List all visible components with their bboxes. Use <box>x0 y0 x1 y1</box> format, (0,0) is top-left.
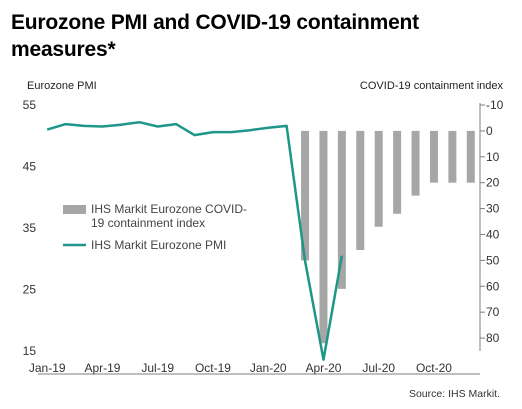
right-axis-tick-label: 20 <box>486 176 500 190</box>
right-axis-tick-label: 0 <box>486 124 493 138</box>
left-axis-tick-label: 35 <box>23 221 37 235</box>
containment-bar <box>429 130 438 183</box>
right-axis-tick-label: 70 <box>486 305 500 319</box>
x-axis-tick-label: Apr-19 <box>84 361 120 375</box>
right-axis-tick-label: 60 <box>486 279 500 293</box>
left-axis-tick-label: 55 <box>23 98 37 112</box>
containment-bar <box>374 130 383 227</box>
left-axis-tick-label: 15 <box>23 344 37 358</box>
containment-bar <box>411 130 420 196</box>
containment-bar <box>393 130 402 214</box>
right-axis-title: COVID-19 containment index <box>359 80 503 92</box>
legend-label-containment: 19 containment index <box>91 216 205 230</box>
x-axis-tick-label: Jul-19 <box>141 361 174 375</box>
chart-title: Eurozone PMI and COVID-19 containment me… <box>11 11 419 61</box>
legend-label-containment: IHS Markit Eurozone COVID- <box>91 202 247 216</box>
x-axis-tick-label: Oct-20 <box>416 361 452 375</box>
pmi-line <box>46 120 344 361</box>
right-axis-tick-label: -10 <box>486 98 504 112</box>
containment-bar <box>301 130 310 261</box>
x-axis-tick-label: Oct-19 <box>195 361 231 375</box>
left-axis-tick-label: 45 <box>23 160 37 174</box>
source-note: Source: IHS Markit. <box>408 388 500 400</box>
x-axis-tick-label: Jan-20 <box>250 361 287 375</box>
legend-label-pmi: IHS Markit Eurozone PMI <box>91 238 226 252</box>
x-axis-tick-label: Jul-20 <box>362 361 395 375</box>
right-axis-tick-label: 50 <box>486 253 500 267</box>
containment-bar <box>337 130 346 289</box>
containment-bar <box>448 130 457 183</box>
containment-bar <box>356 130 365 251</box>
right-axis-tick-label: 40 <box>486 227 500 241</box>
x-axis-tick-label: Jan-19 <box>29 361 66 375</box>
containment-bar <box>319 130 328 344</box>
containment-bar <box>466 130 475 183</box>
left-axis-title: Eurozone PMI <box>27 80 97 92</box>
left-axis-tick-label: 25 <box>23 283 37 297</box>
legend-swatch-containment <box>63 205 86 214</box>
right-axis-tick-label: 80 <box>486 331 500 345</box>
right-axis-tick-label: 10 <box>486 150 500 164</box>
x-axis-tick-label: Apr-20 <box>305 361 341 375</box>
right-axis-tick-label: 30 <box>486 202 500 216</box>
